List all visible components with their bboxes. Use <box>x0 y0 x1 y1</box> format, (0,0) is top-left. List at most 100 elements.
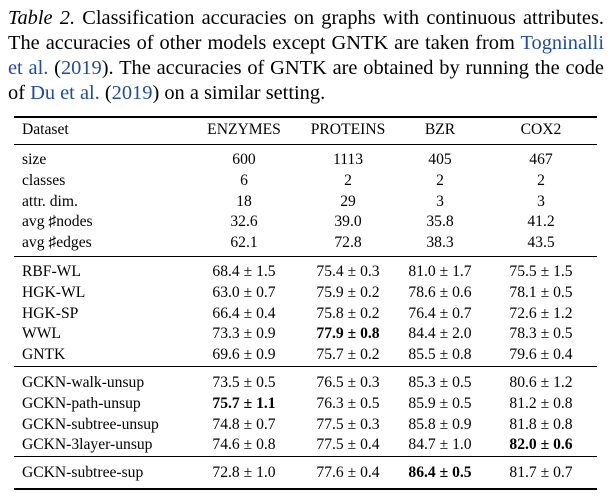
table-row: avg ♯nodes 32.6 39.0 35.8 41.2 <box>0 212 611 232</box>
citation-togninalli[interactable]: Togninalli et al. <box>8 32 604 79</box>
cell-bzr: 3 <box>436 192 444 210</box>
cell-proteins: 2 <box>344 171 352 189</box>
table-row: RBF-WL 68.4 ± 1.5 75.4 ± 0.3 81.0 ± 1.7 75.5… <box>0 262 611 282</box>
citation-du[interactable]: Du et al. <box>30 82 100 104</box>
cell-proteins: 77.6 ± 0.4 <box>316 464 380 481</box>
cell-enzymes: 66.4 ± 0.4 <box>212 304 276 322</box>
row-label: avg ♯edges <box>22 234 92 252</box>
row-label: GCKN-subtree-unsup <box>22 415 159 433</box>
cell-bzr: 38.3 <box>426 234 454 252</box>
header-dataset: Dataset <box>22 121 69 138</box>
cell-cox2: 2 <box>537 171 545 189</box>
cell-proteins: 77.9 ± 0.8 <box>316 325 380 343</box>
baselines-rule <box>14 366 597 367</box>
table-row: avg ♯edges 62.1 72.8 38.3 43.5 <box>0 233 611 253</box>
cell-cox2: 75.5 ± 1.5 <box>509 263 573 280</box>
cell-cox2: 3 <box>537 192 545 210</box>
table-row: GNTK 69.6 ± 0.9 75.7 ± 0.2 85.5 ± 0.8 79.6 ±… <box>0 345 611 365</box>
caption-text-3: on a similar setting. <box>164 82 326 104</box>
cell-cox2: 81.8 ± 0.8 <box>509 415 573 433</box>
cell-cox2: 41.2 <box>527 213 555 231</box>
row-label: size <box>22 151 47 168</box>
caption-text-1: Classification accuracies on graphs with… <box>8 7 604 54</box>
cell-bzr: 85.9 ± 0.5 <box>408 394 472 412</box>
cell-bzr: 2 <box>436 171 444 189</box>
cell-bzr: 85.5 ± 0.8 <box>408 346 472 364</box>
table-row: HGK-SP 66.4 ± 0.4 75.8 ± 0.2 76.4 ± 0.7 72.6… <box>0 304 611 324</box>
header-row: Dataset ENZYMES PROTEINS BZR COX2 <box>0 120 611 140</box>
row-label: GNTK <box>22 346 66 364</box>
cell-cox2: 78.3 ± 0.5 <box>509 325 573 343</box>
cell-proteins: 75.4 ± 0.3 <box>316 263 380 280</box>
header-proteins: PROTEINS <box>310 121 386 138</box>
cell-bzr: 405 <box>428 151 452 168</box>
row-label: GCKN-3layer-unsup <box>22 436 153 454</box>
cell-proteins: 76.5 ± 0.3 <box>316 374 380 391</box>
stats-rule <box>14 256 597 257</box>
caption-label: Table 2. <box>8 7 76 29</box>
cell-bzr: 85.8 ± 0.9 <box>408 415 472 433</box>
cell-enzymes: 6 <box>240 171 248 189</box>
table-row: GCKN-walk-unsup 73.5 ± 0.5 76.5 ± 0.3 85.3 … <box>0 373 611 393</box>
cell-cox2: 80.6 ± 1.2 <box>509 374 573 391</box>
row-label: HGK-SP <box>22 304 79 322</box>
table-row: GCKN-path-unsup 75.7 ± 1.1 76.3 ± 0.5 85.9 … <box>0 394 611 414</box>
cell-cox2: 78.1 ± 0.5 <box>509 283 573 301</box>
table-row: GCKN-subtree-unsup 74.8 ± 0.7 77.5 ± 0.3 85… <box>0 415 611 435</box>
table-caption: Table 2. Classification accuracies on gr… <box>8 7 604 104</box>
cell-proteins: 77.5 ± 0.4 <box>316 436 380 454</box>
citation-togninalli-year[interactable]: 2019 <box>60 57 102 79</box>
cell-enzymes: 63.0 ± 0.7 <box>212 283 276 301</box>
cell-cox2: 467 <box>529 151 553 168</box>
row-label: GCKN-walk-unsup <box>22 374 145 391</box>
unsup-rule <box>14 456 597 457</box>
cell-proteins: 29 <box>340 192 356 210</box>
cell-cox2: 81.2 ± 0.8 <box>509 394 573 412</box>
cell-proteins: 75.7 ± 0.2 <box>316 346 380 364</box>
table-row: GCKN-3layer-unsup 74.6 ± 0.8 77.5 ± 0.4 84.… <box>0 435 611 455</box>
cell-proteins: 76.3 ± 0.5 <box>316 394 380 412</box>
cell-enzymes: 74.8 ± 0.7 <box>212 415 276 433</box>
cell-cox2: 79.6 ± 0.4 <box>509 346 573 364</box>
cell-enzymes: 68.4 ± 1.5 <box>212 263 276 280</box>
cell-bzr: 86.4 ± 0.5 <box>408 464 472 481</box>
cell-proteins: 39.0 <box>334 213 362 231</box>
row-label: attr. dim. <box>22 192 78 210</box>
cell-cox2: 82.0 ± 0.6 <box>509 436 573 454</box>
row-label: WWL <box>22 325 61 343</box>
table-row: GCKN-subtree-sup 72.8 ± 1.0 77.6 ± 0.4 86.4… <box>0 463 611 483</box>
row-label: RBF-WL <box>22 263 81 280</box>
cell-enzymes: 600 <box>232 151 256 168</box>
cell-proteins: 75.9 ± 0.2 <box>316 283 380 301</box>
top-rule <box>14 116 597 118</box>
cell-bzr: 35.8 <box>426 213 454 231</box>
table-row: WWL 73.3 ± 0.9 77.9 ± 0.8 84.4 ± 2.0 78.3 ± … <box>0 324 611 344</box>
row-label: avg ♯nodes <box>22 213 93 231</box>
cell-proteins: 77.5 ± 0.3 <box>316 415 380 433</box>
header-cox2: COX2 <box>520 121 562 138</box>
citation-du-year[interactable]: 2019 <box>111 82 153 104</box>
table-row: size 600 1113 405 467 <box>0 150 611 170</box>
table-row: classes 6 2 2 2 <box>0 171 611 191</box>
header-rule <box>14 144 597 145</box>
table-row: attr. dim. 18 29 3 3 <box>0 192 611 212</box>
cell-cox2: 43.5 <box>527 234 555 252</box>
cell-bzr: 85.3 ± 0.5 <box>408 374 472 391</box>
cell-enzymes: 73.3 ± 0.9 <box>212 325 276 343</box>
table-row: HGK-WL 63.0 ± 0.7 75.9 ± 0.2 78.6 ± 0.6 78.1… <box>0 283 611 303</box>
cell-cox2: 72.6 ± 1.2 <box>509 304 573 322</box>
cell-proteins: 1113 <box>332 151 364 168</box>
cell-enzymes: 32.6 <box>230 213 258 231</box>
row-label: classes <box>22 171 66 189</box>
cell-enzymes: 72.8 ± 1.0 <box>212 464 276 481</box>
header-enzymes: ENZYMES <box>207 121 281 138</box>
cell-bzr: 84.7 ± 1.0 <box>408 436 472 454</box>
bottom-rule <box>14 488 597 490</box>
cell-enzymes: 75.7 ± 1.1 <box>212 394 276 412</box>
cell-proteins: 75.8 ± 0.2 <box>316 304 380 322</box>
cell-enzymes: 18 <box>236 192 252 210</box>
row-label: HGK-WL <box>22 283 86 301</box>
row-label: GCKN-subtree-sup <box>22 464 144 481</box>
cell-bzr: 81.0 ± 1.7 <box>408 263 472 280</box>
cell-enzymes: 69.6 ± 0.9 <box>212 346 276 364</box>
